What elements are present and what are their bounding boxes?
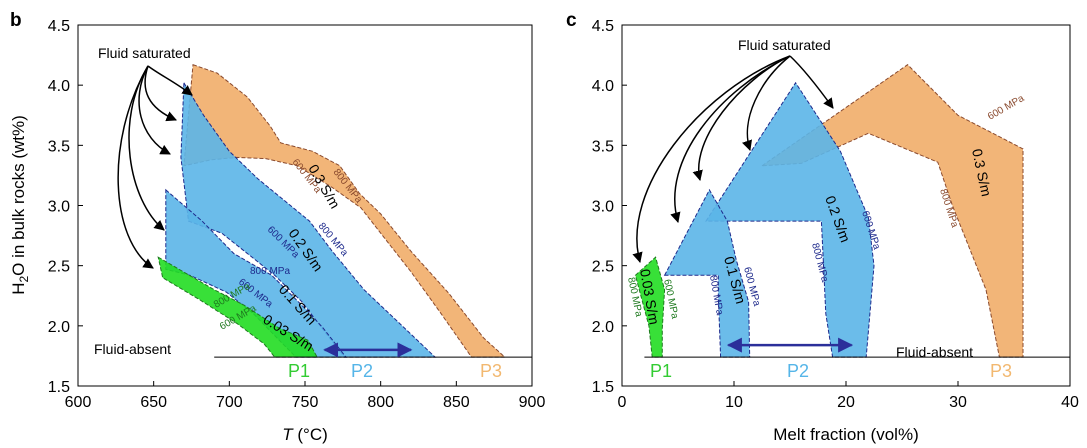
panel-b-xtick-label: 650 — [140, 394, 167, 411]
panel-b-fluid-absent: Fluid-absent — [94, 341, 171, 357]
panel-c-ytick-label: 1.5 — [592, 379, 614, 396]
panel-c-ytick-label: 4.0 — [592, 78, 614, 95]
panel-c-xtick-label: 10 — [725, 394, 743, 411]
panel-b-label-p1: P1 — [288, 361, 310, 381]
panel-b-letter: b — [10, 10, 22, 31]
panel-b-regions — [157, 64, 507, 358]
panel-b-label-p2: P2 — [351, 361, 373, 381]
panel-c-letter: c — [566, 10, 577, 31]
panel-c-arrow-1 — [789, 55, 834, 109]
panel-b-ylabel-prefix: H — [9, 283, 28, 295]
panel-c-xtick-label: 20 — [837, 394, 855, 411]
panel-c-label-p2: P2 — [787, 361, 809, 381]
panel-c-label-p1: P1 — [650, 361, 672, 381]
panel-b-ytick-label: 4.5 — [48, 18, 70, 35]
panel-c-xlabel: Melt fraction (vol%) — [773, 425, 918, 444]
panel-c: c Fluid saturated Fluid-absent 600 MPa 8… — [566, 10, 1079, 444]
panel-b-xlabel: T (°C) — [282, 425, 328, 444]
panel-c-region-1 — [705, 81, 875, 358]
panel-c-ytick-label: 3.5 — [592, 138, 614, 155]
panel-b-ytick-label: 2.0 — [48, 319, 70, 336]
panel-c-axes: 0 10 20 30 40 1.5 2.0 2.5 3.0 3.5 4.0 4.5 — [592, 18, 1079, 411]
panel-b-arrow-2 — [144, 65, 177, 122]
panel-c-arrow-2 — [742, 55, 791, 151]
panel-c-arrow-4 — [670, 55, 791, 224]
panel-b-xtick-label: 850 — [443, 394, 470, 411]
panel-b-axes: 600 650 700 750 800 850 900 1.5 2.0 2.5 3.0 3.5 4.0 4… — [48, 18, 546, 411]
panel-c-region-legend: P1 P2 P3 — [650, 361, 1012, 381]
panel-c-label-p3: P3 — [990, 361, 1012, 381]
panel-c-regions — [634, 64, 1024, 358]
panel-b-xtick-label: 900 — [519, 394, 546, 411]
panel-b-xlabel-unit: (°C) — [297, 425, 327, 444]
panel-c-arrow-5 — [632, 55, 791, 264]
panel-b-xtick-label: 700 — [216, 394, 243, 411]
panel-c-fluid-saturated: Fluid saturated — [738, 37, 831, 53]
panel-c-xtick-label: 30 — [949, 394, 967, 411]
panel-c-fluid-absent: Fluid-absent — [896, 344, 973, 360]
panel-c-region-3 — [634, 256, 666, 358]
panel-b-ytick-label: 4.0 — [48, 78, 70, 95]
panel-b-ytick-label: 2.5 — [48, 259, 70, 276]
panel-c-ytick-label: 2.5 — [592, 259, 614, 276]
panel-b-fluid-saturated: Fluid saturated — [98, 45, 191, 61]
panel-b-xtick-label: 600 — [65, 394, 92, 411]
panel-b-ytick-label: 3.5 — [48, 138, 70, 155]
panel-c-xtick-label: 0 — [618, 394, 627, 411]
panel-c-press-600-p3: 600 MPa — [986, 93, 1027, 123]
panel-b-region-legend: P1 P2 P3 — [288, 361, 502, 381]
panel-c-fluid-arrows — [632, 55, 834, 264]
panel-c-xtick-label: 40 — [1061, 394, 1079, 411]
panel-b-label-p3: P3 — [480, 361, 502, 381]
panel-c-ytick-label: 2.0 — [592, 319, 614, 336]
panel-b-ytick-label: 3.0 — [48, 199, 70, 216]
panel-c-ytick-label: 3.0 — [592, 199, 614, 216]
panel-b-press-800-01: 800 MPa — [250, 266, 290, 277]
panel-b-ylabel-suffix: O in bulk rocks (wt%) — [9, 115, 28, 276]
panel-b-ytick-label: 1.5 — [48, 379, 70, 396]
panel-c-region-2 — [663, 188, 751, 358]
panel-b-fluid-arrows — [117, 65, 193, 269]
panel-b-xlabel-var: T — [282, 425, 294, 444]
panel-c-ytick-label: 4.5 — [592, 18, 614, 35]
panel-b-arrow-1 — [147, 65, 193, 96]
panel-b-region-0 — [183, 64, 507, 358]
panel-b-xtick-label: 800 — [367, 394, 394, 411]
panel-b: b Fluid saturated Fluid-absent 800 MPa 6… — [9, 10, 545, 444]
panel-b-arrow-5 — [117, 65, 154, 269]
panel-b-ylabel: H2O in bulk rocks (wt%) — [9, 115, 31, 295]
panel-b-xtick-label: 750 — [292, 394, 319, 411]
panel-b-ylabel-sub: 2 — [17, 276, 31, 283]
panel-b-arrow-3 — [138, 65, 171, 155]
